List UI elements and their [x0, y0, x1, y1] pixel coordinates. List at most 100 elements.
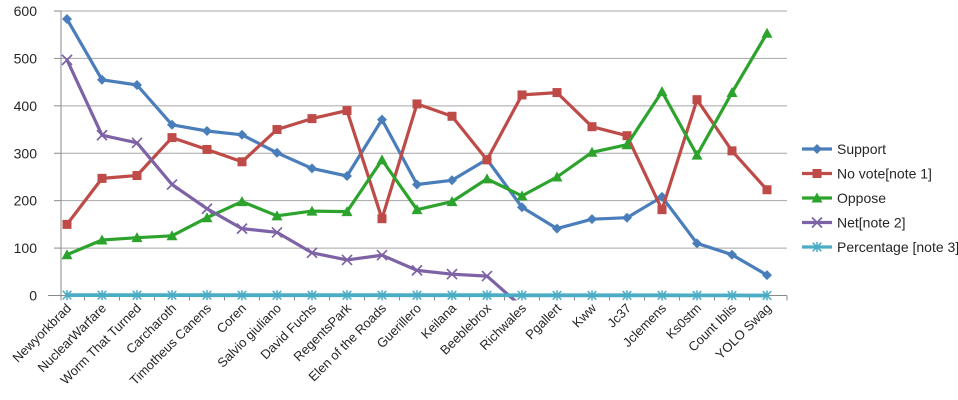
- oppose-marker: [446, 196, 458, 207]
- gridlines: [54, 10, 787, 296]
- percentage-marker: [622, 290, 632, 301]
- percentage-marker: [307, 290, 317, 301]
- no-vote-marker: [727, 146, 737, 156]
- support-marker: [272, 147, 282, 158]
- no-vote-marker: [622, 131, 632, 141]
- y-axis-labels: 0 100 200 300 400 500 600: [14, 3, 38, 304]
- support-marker: [132, 79, 142, 90]
- oppose-marker: [411, 204, 423, 215]
- no-vote-marker: [167, 133, 177, 143]
- oppose-marker: [551, 171, 563, 182]
- no-vote-marker: [97, 173, 107, 183]
- support-marker: [762, 270, 772, 281]
- oppose-line: [65, 31, 769, 257]
- percentage-marker: [727, 290, 737, 301]
- support-marker: [622, 212, 632, 223]
- legend: Support No vote[note 1] Oppose Net[note 2] P…: [802, 141, 958, 255]
- no-vote-marker: [552, 88, 562, 98]
- percentage-marker: [167, 290, 177, 301]
- support-marker: [342, 171, 352, 182]
- oppose-marker: [516, 190, 528, 201]
- legend-label-no-vote: No vote[note 1]: [837, 166, 932, 182]
- support-marker: [447, 175, 457, 186]
- series-oppose: [61, 27, 773, 260]
- no-vote-marker: [202, 144, 212, 154]
- support-marker: [307, 163, 317, 174]
- legend-label-oppose: Oppose: [837, 190, 886, 206]
- oppose-marker: [271, 210, 283, 221]
- oppose-marker: [586, 146, 598, 157]
- percentage-marker: [237, 290, 247, 301]
- no-vote-marker: [272, 125, 282, 135]
- support-marker: [587, 214, 597, 225]
- no-vote-marker: [62, 219, 72, 229]
- x-category-label: Kww: [569, 300, 599, 330]
- legend-item-support: Support: [802, 141, 886, 157]
- y-axis-tick-label: 100: [14, 240, 38, 256]
- net-marker: [96, 129, 108, 141]
- percentage-marker: [412, 290, 422, 301]
- oppose-marker: [96, 234, 108, 245]
- net-marker: [446, 268, 458, 280]
- net-marker: [657, 396, 667, 400]
- net-marker: [131, 137, 143, 149]
- no-vote-square-icon: [812, 169, 822, 178]
- support-marker: [692, 238, 702, 249]
- percentage-marker: [692, 290, 702, 301]
- no-vote-marker: [307, 114, 317, 124]
- no-vote-marker: [482, 155, 492, 165]
- oppose-marker: [306, 205, 318, 216]
- net-marker: [411, 264, 423, 276]
- oppose-marker: [761, 27, 773, 38]
- percentage-marker: [342, 290, 352, 301]
- legend-item-oppose: Oppose: [802, 190, 886, 206]
- no-vote-marker: [412, 99, 422, 109]
- series-percentage: [62, 290, 772, 301]
- percentage-marker: [97, 290, 107, 301]
- support-marker: [517, 202, 527, 213]
- percentage-marker: [202, 290, 212, 301]
- y-axis-tick-label: 500: [14, 50, 38, 66]
- series-support: [62, 14, 772, 281]
- percentage-marker: [587, 290, 597, 301]
- legend-item-net: Net[note 2]: [802, 215, 906, 231]
- legend-item-no-vote: No vote[note 1]: [802, 166, 932, 182]
- oppose-marker: [656, 86, 668, 97]
- no-vote-marker: [762, 185, 772, 195]
- percentage-marker: [762, 290, 772, 301]
- support-marker: [727, 249, 737, 260]
- support-marker: [167, 119, 177, 130]
- no-vote-marker: [132, 171, 142, 181]
- net-marker: [587, 357, 597, 367]
- y-axis-tick-label: 300: [14, 145, 38, 161]
- oppose-marker: [691, 149, 703, 160]
- oppose-marker: [376, 154, 388, 165]
- no-vote-marker: [377, 214, 387, 224]
- oppose-marker: [166, 230, 178, 241]
- oppose-marker: [236, 196, 248, 207]
- net-marker: [61, 54, 73, 66]
- net-marker: [481, 270, 493, 282]
- percentage-marker: [447, 290, 457, 301]
- percentage-marker: [132, 290, 142, 301]
- oppose-triangle-icon: [811, 192, 823, 203]
- percentage-asterisk-icon: [812, 242, 822, 252]
- oppose-marker: [131, 232, 143, 243]
- percentage-marker: [482, 290, 492, 301]
- legend-label-net: Net[note 2]: [837, 215, 906, 231]
- support-diamond-icon: [812, 144, 822, 154]
- x-category-label: Pgallert: [522, 300, 564, 342]
- support-marker: [412, 179, 422, 190]
- y-axis-tick-label: 200: [14, 193, 38, 209]
- percentage-marker: [62, 290, 72, 301]
- axes: [48, 11, 788, 301]
- series-net: [61, 54, 702, 400]
- net-marker: [692, 379, 702, 389]
- no-vote-marker: [692, 95, 702, 105]
- no-vote-marker: [517, 90, 527, 100]
- net-marker: [306, 247, 318, 259]
- oppose-marker: [726, 87, 738, 98]
